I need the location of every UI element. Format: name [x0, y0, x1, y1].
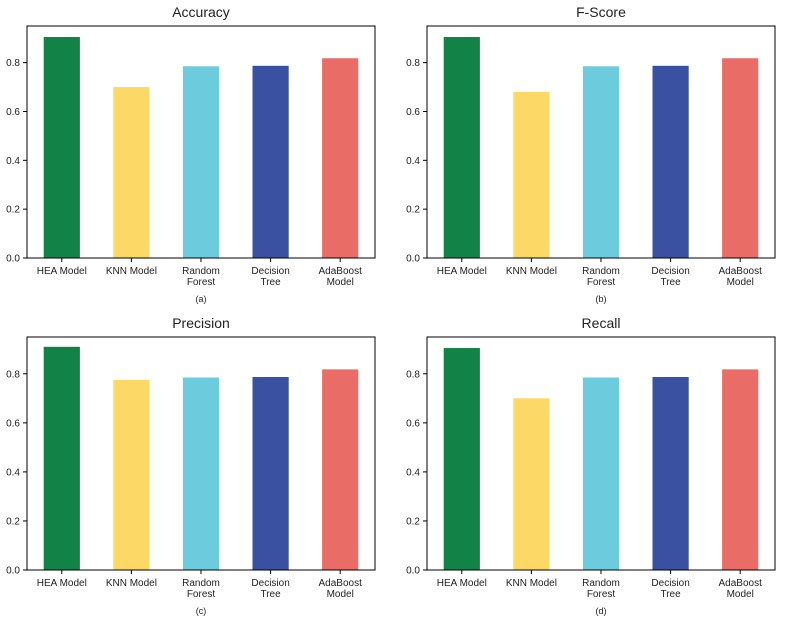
- y-tick-label: 0.8: [6, 58, 20, 69]
- y-tick-label: 0.6: [6, 418, 20, 429]
- x-tick-label: KNN Model: [106, 266, 157, 277]
- y-tick-label: 0.6: [406, 107, 420, 118]
- chart-panel-3: Precision 0.0 0.2 0.4 0.6 0.8 HEA Model KNN Mod…: [6, 315, 376, 616]
- panel-caption: (c): [196, 606, 207, 616]
- x-tick-label: Decision Tree: [251, 578, 289, 600]
- chart-panel-4: Recall 0.0 0.2 0.4 0.6 0.8 HEA Model KNN Model R…: [406, 315, 776, 616]
- bar-decision-tree: [652, 65, 689, 259]
- x-tick-label: Decision Tree: [651, 266, 689, 288]
- x-tick-label: AdaBoost Model: [719, 266, 763, 288]
- bar-random-forest: [582, 377, 620, 570]
- x-tick-label: KNN Model: [106, 578, 157, 589]
- bar-random-forest: [582, 66, 620, 258]
- chart-panel-2: F-Score 0.0 0.2 0.4 0.6 0.8 HEA Model KNN Model…: [406, 4, 776, 304]
- y-tick-label: 0.2: [406, 205, 420, 216]
- x-tick-label: Random Forest: [182, 578, 220, 600]
- x-tick-label: AdaBoost Model: [319, 266, 363, 288]
- chart-title: Recall: [582, 315, 621, 331]
- x-tick-label: AdaBoost Model: [719, 578, 763, 600]
- x-tick-label: Decision Tree: [651, 578, 689, 600]
- x-tick-label: Random Forest: [582, 266, 620, 288]
- x-tick-label: Random Forest: [182, 266, 220, 288]
- x-tick-label: HEA Model: [37, 266, 87, 277]
- y-tick-label: 0.0: [6, 254, 20, 265]
- bar-hea-model: [443, 348, 480, 570]
- bar-random-forest: [182, 377, 220, 570]
- chart-title: Precision: [172, 315, 230, 331]
- bar-random-forest: [182, 66, 220, 258]
- y-tick-label: 0.0: [406, 254, 420, 265]
- x-tick-label: AdaBoost Model: [319, 578, 363, 600]
- bar-knn-model: [513, 91, 550, 258]
- chart-title: Accuracy: [172, 4, 230, 20]
- y-tick-label: 0.4: [6, 467, 20, 478]
- y-tick-label: 0.0: [6, 566, 20, 577]
- bar-knn-model: [113, 87, 150, 258]
- bar-decision-tree: [652, 376, 689, 570]
- bar-hea-model: [443, 36, 480, 259]
- bar-decision-tree: [252, 65, 289, 259]
- y-tick-label: 0.6: [406, 418, 420, 429]
- panel-caption: (b): [596, 294, 607, 304]
- x-tick-label: HEA Model: [37, 578, 87, 589]
- bar-knn-model: [513, 398, 550, 570]
- chart-title: F-Score: [576, 4, 626, 20]
- bar-hea-model: [43, 36, 80, 259]
- y-tick-label: 0.8: [406, 369, 420, 380]
- x-tick-label: Random Forest: [582, 578, 620, 600]
- y-tick-label: 0.8: [6, 369, 20, 380]
- x-tick-label: KNN Model: [506, 578, 557, 589]
- bar-adaboost-model: [722, 369, 759, 570]
- y-tick-label: 0.2: [406, 516, 420, 527]
- y-tick-label: 0.0: [406, 566, 420, 577]
- panel-caption: (d): [596, 606, 607, 616]
- y-tick-label: 0.4: [406, 156, 420, 167]
- bar-decision-tree: [252, 376, 289, 570]
- bar-knn-model: [113, 379, 150, 570]
- y-tick-label: 0.4: [6, 156, 20, 167]
- bar-hea-model: [43, 346, 80, 570]
- y-tick-label: 0.2: [6, 516, 20, 527]
- bar-adaboost-model: [322, 369, 359, 570]
- bar-adaboost-model: [722, 58, 759, 258]
- x-tick-label: KNN Model: [506, 266, 557, 277]
- x-tick-label: Decision Tree: [251, 266, 289, 288]
- y-tick-label: 0.2: [6, 205, 20, 216]
- y-tick-label: 0.6: [6, 107, 20, 118]
- y-tick-label: 0.8: [406, 58, 420, 69]
- y-tick-label: 0.4: [406, 467, 420, 478]
- x-tick-label: HEA Model: [437, 578, 487, 589]
- x-tick-label: HEA Model: [437, 266, 487, 277]
- panel-caption: (a): [196, 294, 207, 304]
- bar-adaboost-model: [322, 58, 359, 258]
- chart-panel-1: Accuracy 0.0 0.2 0.4 0.6 0.8 HEA Model KNN Mode…: [6, 4, 376, 304]
